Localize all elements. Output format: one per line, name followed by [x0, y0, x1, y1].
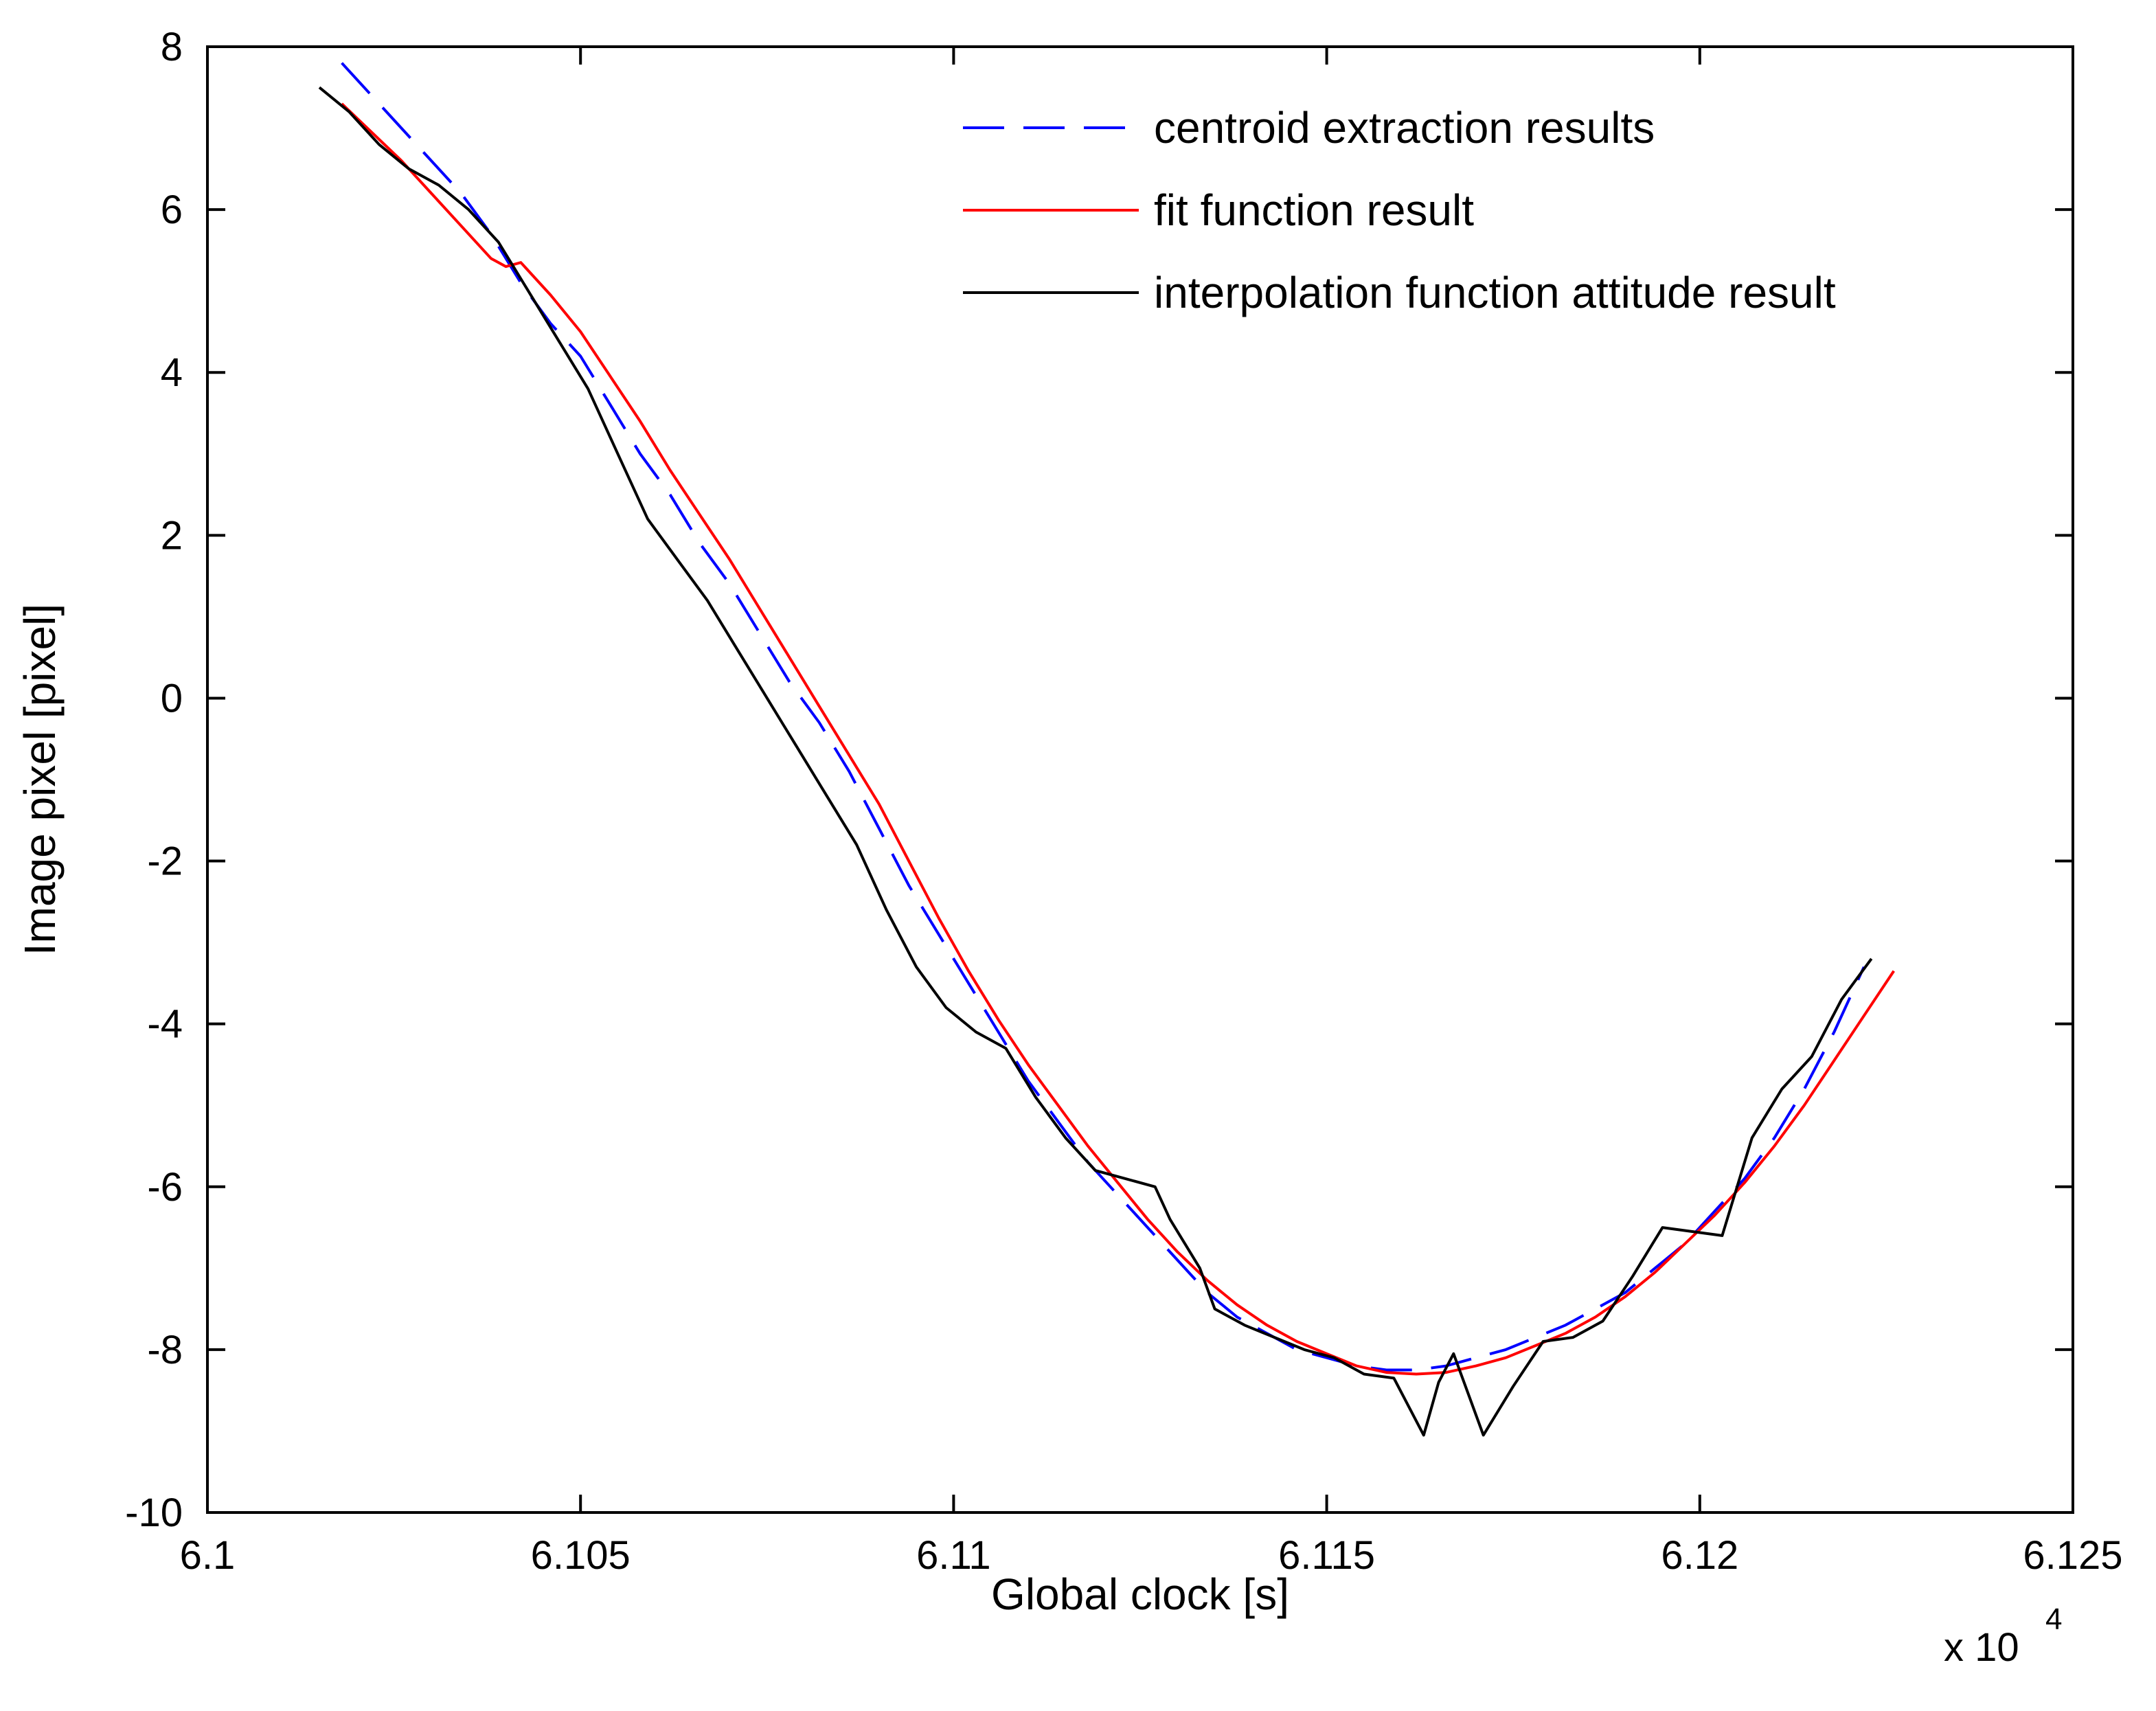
legend-label-2: fit function result	[1154, 185, 1474, 235]
x-tick-label: 6.105	[531, 1533, 631, 1578]
y-tick-label: -2	[147, 839, 183, 884]
y-tick-label: 4	[161, 350, 183, 395]
x-axis-multiplier-base: x 10	[1944, 1625, 2019, 1670]
y-axis-ticks: 8 6 4 2 0 -2 -4 -6 -8 -10	[125, 25, 2073, 1535]
y-tick-label: 2	[161, 513, 183, 558]
x-axis-multiplier: x 10 4	[1944, 1602, 2062, 1670]
x-axis-label: Global clock [s]	[991, 1570, 1289, 1619]
x-tick-label: 6.12	[1661, 1533, 1738, 1578]
y-tick-label: 8	[161, 25, 183, 69]
y-axis-label: Image pixel [pixel]	[15, 604, 65, 955]
x-axis-ticks: 6.1 6.105 6.11 6.115 6.12 6.125	[180, 47, 2123, 1578]
legend-label-1: centroid extraction results	[1154, 103, 1655, 152]
y-tick-label: 0	[161, 676, 183, 721]
x-tick-label: 6.115	[1278, 1533, 1375, 1578]
y-tick-label: 6	[161, 188, 183, 232]
y-tick-label: -10	[125, 1491, 183, 1535]
x-tick-label: 6.11	[916, 1533, 991, 1578]
y-tick-label: -6	[147, 1165, 183, 1210]
x-tick-label: 6.1	[180, 1533, 236, 1578]
series-line-2	[341, 102, 1895, 1376]
plot-area-frame	[206, 45, 2074, 1514]
legend-label-3: interpolation function attitude result	[1154, 268, 1836, 317]
series-layer	[318, 62, 1895, 1437]
legend: centroid extraction results fit function …	[963, 103, 1836, 317]
x-axis-multiplier-exponent: 4	[2045, 1602, 2062, 1636]
y-tick-label: -4	[147, 1002, 183, 1047]
series-line-1	[341, 62, 1865, 1372]
y-tick-label: -8	[147, 1328, 183, 1372]
series-line-3	[318, 86, 1873, 1437]
x-tick-label: 6.125	[2023, 1533, 2122, 1578]
